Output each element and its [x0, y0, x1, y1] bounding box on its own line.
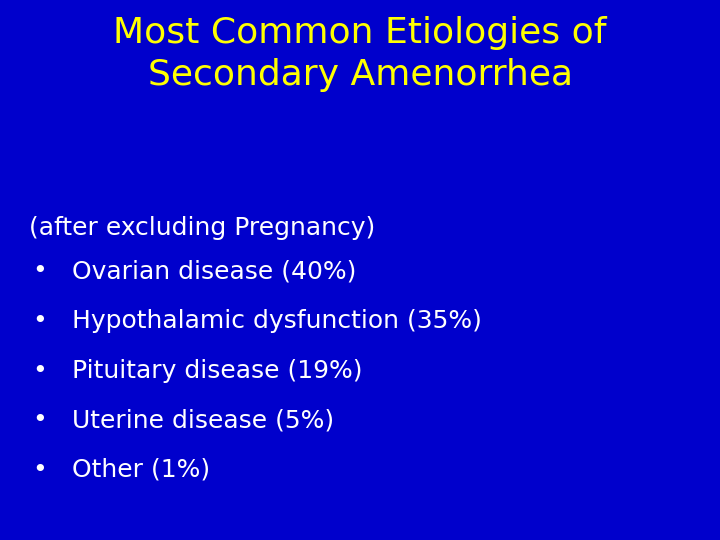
Text: •: • [32, 458, 47, 482]
Text: (after excluding Pregnancy): (after excluding Pregnancy) [29, 216, 375, 240]
Text: •: • [32, 309, 47, 333]
Text: Other (1%): Other (1%) [72, 458, 210, 482]
Text: Hypothalamic dysfunction (35%): Hypothalamic dysfunction (35%) [72, 309, 482, 333]
Text: •: • [32, 259, 47, 283]
Text: Ovarian disease (40%): Ovarian disease (40%) [72, 259, 356, 283]
Text: •: • [32, 359, 47, 382]
Text: Pituitary disease (19%): Pituitary disease (19%) [72, 359, 362, 382]
Text: •: • [32, 408, 47, 432]
Text: Uterine disease (5%): Uterine disease (5%) [72, 408, 334, 432]
Text: Most Common Etiologies of
Secondary Amenorrhea: Most Common Etiologies of Secondary Amen… [113, 16, 607, 92]
